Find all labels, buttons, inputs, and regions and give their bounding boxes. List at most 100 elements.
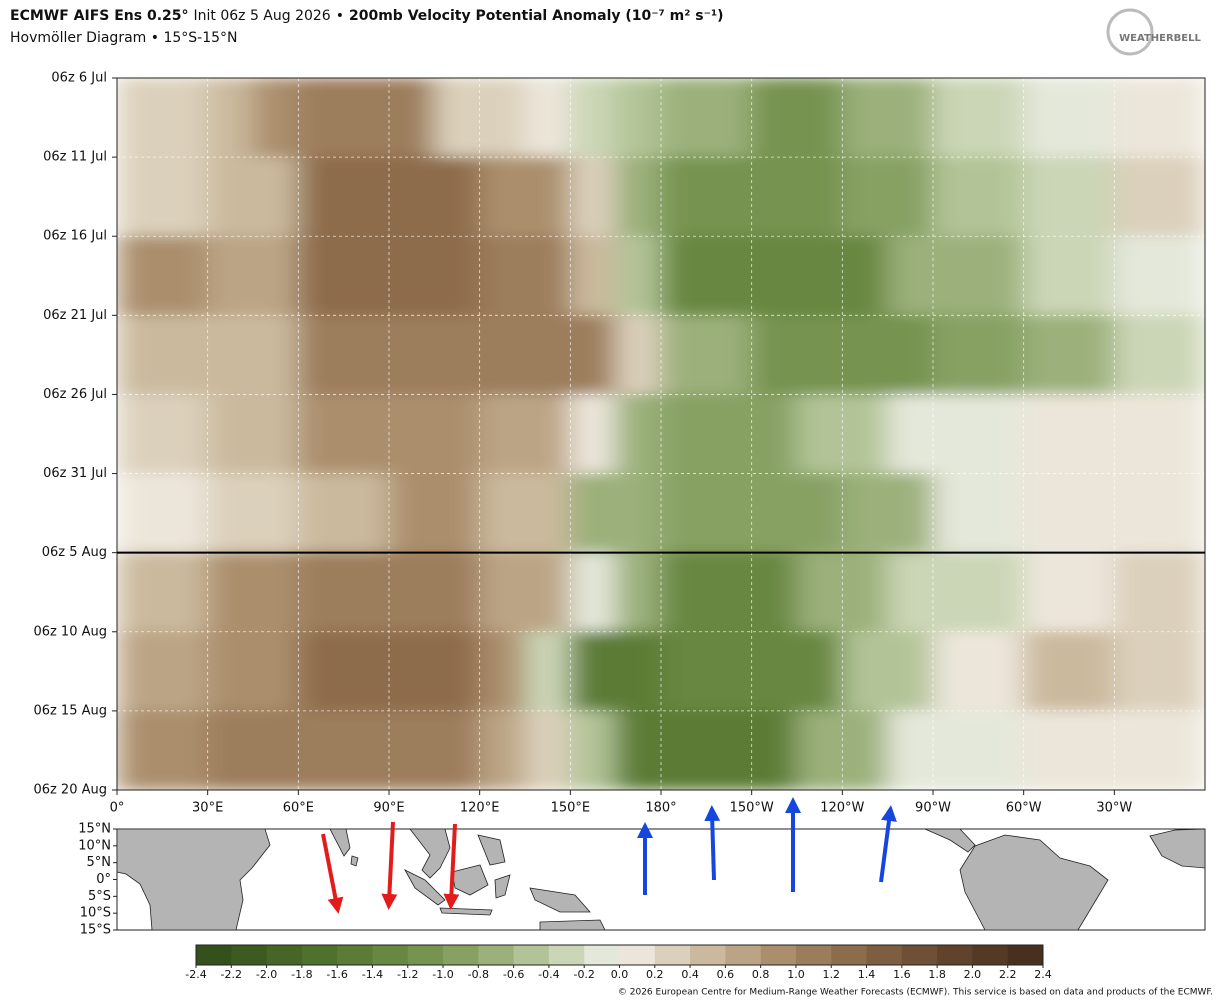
heat-cell (207, 78, 254, 158)
land-africa (116, 828, 271, 931)
heat-cell (796, 156, 843, 237)
heat-cell (615, 78, 662, 158)
heat-cell (433, 473, 481, 554)
colorbar-tick-label: 0.4 (681, 968, 699, 981)
heat-cell (977, 78, 1025, 158)
heat-cell (932, 473, 979, 554)
heat-cell (1023, 78, 1070, 158)
heat-cell (388, 552, 435, 633)
heat-cell (207, 235, 254, 316)
heat-cell (1159, 631, 1205, 712)
heat-cell (1068, 710, 1115, 790)
heat-cell (117, 393, 163, 475)
land-westafrica (1149, 828, 1206, 869)
heat-cell (297, 78, 345, 158)
colorbar-bin (690, 945, 726, 965)
land-sulawesi (494, 874, 511, 899)
colorbar-bin (266, 945, 303, 965)
heat-cell (1113, 552, 1161, 633)
heat-cell (977, 552, 1025, 633)
heat-cell (161, 314, 209, 395)
colorbar-tick-label: -0.6 (503, 968, 524, 981)
heat-cell (705, 710, 753, 790)
heat-cell (977, 631, 1025, 712)
colorbar-bin (231, 945, 268, 965)
heat-cell (1159, 710, 1205, 790)
heat-cell (751, 235, 798, 316)
heat-cell (1023, 473, 1070, 554)
heat-cell (615, 156, 662, 237)
heat-cell (705, 473, 753, 554)
heat-cell (796, 78, 843, 158)
heat-cell (796, 631, 843, 712)
x-tick-label: 150°E (551, 801, 591, 816)
heat-cell (388, 631, 435, 712)
colorbar-bin (901, 945, 938, 965)
heat-cell (1023, 156, 1070, 237)
heat-cell (343, 393, 390, 475)
heat-cell (841, 710, 889, 790)
heat-cell (479, 393, 526, 475)
heat-cell (433, 631, 481, 712)
heat-cell (297, 314, 345, 395)
heat-cell (569, 552, 617, 633)
heat-cell (297, 393, 345, 475)
heat-cell (751, 393, 798, 475)
heat-cell (569, 473, 617, 554)
heat-cell (615, 235, 662, 316)
heat-cell (932, 631, 979, 712)
heat-cell (1068, 314, 1115, 395)
heat-cell (117, 78, 163, 158)
y-tick-label: 06z 21 Jul (43, 308, 107, 323)
heat-cell (524, 473, 571, 554)
heat-cell (932, 156, 979, 237)
heat-cell (1068, 156, 1115, 237)
colorbar-bin (196, 945, 232, 965)
colorbar-bin (478, 945, 515, 965)
heat-cell (524, 156, 571, 237)
y-tick-label: 06z 11 Jul (43, 150, 107, 165)
heat-cell (388, 78, 435, 158)
heat-cell (524, 631, 571, 712)
heat-cell (479, 710, 526, 790)
heat-cell (207, 631, 254, 712)
x-tick-label: 120°W (820, 801, 864, 816)
colorbar: -2.4 -2.2 -2.0 -1.8 -1.6 -1.4 -1.2 -1.0 -0.8 -0.6… (185, 944, 1052, 981)
heat-cell (161, 78, 209, 158)
land-indochina (409, 828, 451, 879)
heat-cell (207, 393, 254, 475)
heat-cell (796, 393, 843, 475)
colorbar-bin (619, 945, 656, 965)
heat-cell (660, 473, 707, 554)
colorbar-tick-label: -1.0 (432, 968, 453, 981)
heat-cell (615, 710, 662, 790)
colorbar-tick-label: -1.4 (362, 968, 383, 981)
heat-cell (1023, 314, 1070, 395)
colorbar-bin (407, 945, 444, 965)
heat-cell (479, 473, 526, 554)
heat-cell (388, 710, 435, 790)
heat-cell (479, 552, 526, 633)
heat-cell (252, 710, 299, 790)
heat-cell (252, 156, 299, 237)
heat-cell (751, 78, 798, 158)
colorbar-tick-label: 1.6 (893, 968, 911, 981)
heat-cell (479, 235, 526, 316)
title-init: Init 06z 5 Aug 2026 (194, 8, 331, 24)
heat-cell (343, 631, 390, 712)
x-tick-label: 90°E (373, 801, 404, 816)
title-bullet: • (336, 8, 344, 24)
colorbar-bin (443, 945, 479, 965)
y-tick-label: 06z 10 Aug (33, 624, 107, 639)
heat-cell (660, 314, 707, 395)
red-arrow (321, 833, 344, 914)
heat-cell (1159, 473, 1205, 554)
colorbar-bin (725, 945, 762, 965)
x-tick-label: 60°E (283, 801, 314, 816)
heat-cell (887, 156, 934, 237)
x-tick-label: 180° (645, 801, 676, 816)
heat-cell (705, 156, 753, 237)
heat-cell (343, 78, 390, 158)
heat-cell (887, 552, 934, 633)
heat-cell (524, 710, 571, 790)
